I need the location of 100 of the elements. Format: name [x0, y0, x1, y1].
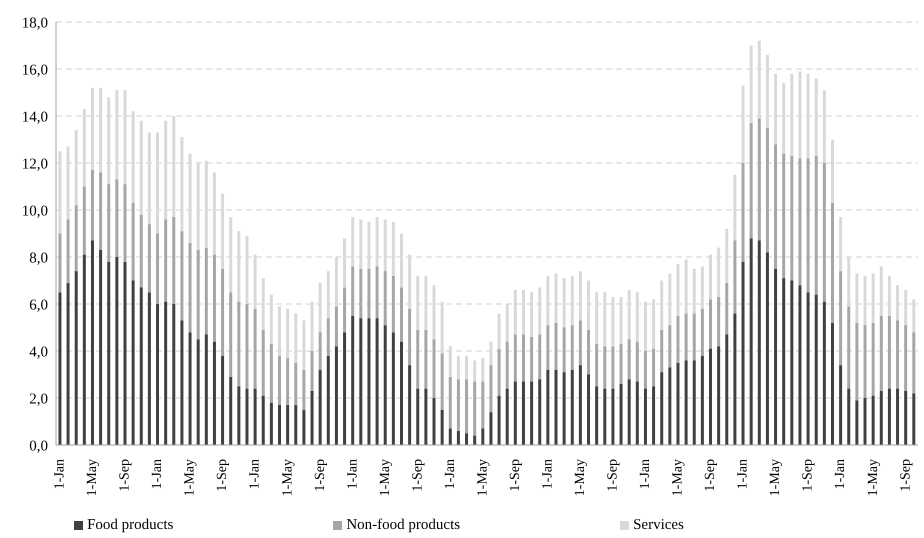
bar: [806, 292, 810, 445]
x-tick-label: 1-Jan: [540, 459, 556, 490]
bar: [660, 330, 664, 372]
legend-label: Non-food products: [346, 517, 460, 533]
bar: [668, 325, 672, 368]
bar: [595, 344, 598, 386]
bar: [620, 344, 623, 384]
bar: [587, 330, 590, 374]
bar: [310, 390, 314, 445]
x-tick-label: 1-Sep: [215, 459, 230, 492]
bar: [359, 268, 362, 318]
bar: [652, 386, 656, 445]
x-tick-label: 1-Jan: [833, 459, 848, 490]
bar: [140, 214, 143, 288]
bar: [156, 234, 160, 304]
bar: [603, 388, 606, 445]
bar: [294, 405, 298, 445]
bar: [562, 372, 566, 445]
bar: [334, 306, 338, 346]
bar: [578, 320, 582, 366]
y-tick-label: 6,0: [29, 297, 48, 314]
x-tick-label: 1-May: [475, 459, 490, 496]
bar: [384, 271, 387, 326]
bar: [570, 325, 574, 370]
bar: [66, 219, 70, 283]
bar: [888, 316, 891, 389]
bar: [798, 285, 802, 445]
x-tick-label: 1-Sep: [800, 459, 816, 492]
bar: [758, 240, 761, 445]
x-tick-label: 1-May: [866, 459, 881, 496]
y-tick-label: 0,0: [29, 438, 48, 454]
bar: [180, 231, 184, 320]
bar: [74, 205, 78, 272]
bar: [806, 158, 810, 292]
bar: [384, 325, 387, 445]
bar: [367, 318, 370, 445]
bar: [408, 308, 412, 366]
bar: [440, 410, 444, 445]
bar: [172, 304, 176, 445]
bar: [448, 428, 452, 445]
bar: [864, 325, 867, 398]
bar: [302, 410, 306, 445]
bar: [774, 144, 778, 269]
bar: [432, 398, 436, 445]
x-tick-label: 1-Sep: [703, 459, 718, 492]
bar: [855, 400, 858, 445]
bar: [204, 248, 208, 335]
bar: [880, 390, 883, 445]
y-tick-label: 4,0: [29, 344, 48, 360]
bar: [758, 118, 761, 241]
x-tick-label: 1-May: [573, 459, 588, 496]
bar: [684, 360, 688, 445]
bar: [530, 382, 534, 445]
bar: [814, 156, 818, 295]
bar: [326, 318, 330, 356]
x-tick-label: 1-May: [768, 459, 784, 496]
bar: [782, 154, 786, 278]
bar: [750, 123, 753, 238]
bar: [790, 156, 794, 280]
bar: [245, 304, 248, 389]
bar: [700, 356, 704, 445]
bar: [709, 348, 712, 445]
bar: [400, 288, 403, 342]
bar: [424, 330, 428, 389]
bar: [196, 250, 200, 340]
x-tick-label: 1-May: [378, 459, 393, 496]
x-tick-label: 1-May: [280, 459, 296, 496]
bar: [212, 254, 216, 342]
bar: [465, 356, 468, 380]
bar: [400, 342, 403, 445]
bar: [570, 370, 574, 445]
bar: [725, 334, 728, 445]
bar: [432, 339, 436, 398]
bar: [392, 332, 395, 445]
bar: [750, 238, 753, 445]
bar: [830, 322, 834, 445]
bar: [334, 346, 338, 445]
bar: [855, 322, 858, 400]
bar: [692, 360, 696, 445]
bar: [733, 240, 736, 314]
bar: [822, 302, 826, 445]
bar: [254, 308, 257, 389]
bar: [99, 172, 102, 250]
bar: [115, 257, 118, 445]
bar: [684, 313, 688, 360]
bar: [896, 388, 900, 445]
bar: [481, 382, 484, 429]
bar: [554, 322, 558, 370]
bar: [766, 252, 769, 445]
bar: [709, 299, 712, 349]
bar: [237, 386, 240, 445]
bar: [326, 356, 330, 445]
bar: [107, 262, 110, 445]
bar: [123, 262, 126, 445]
bar: [498, 348, 501, 396]
bar: [90, 170, 94, 241]
bar: [465, 379, 468, 434]
bar: [196, 339, 200, 445]
bar: [514, 382, 517, 445]
bar: [628, 379, 631, 445]
